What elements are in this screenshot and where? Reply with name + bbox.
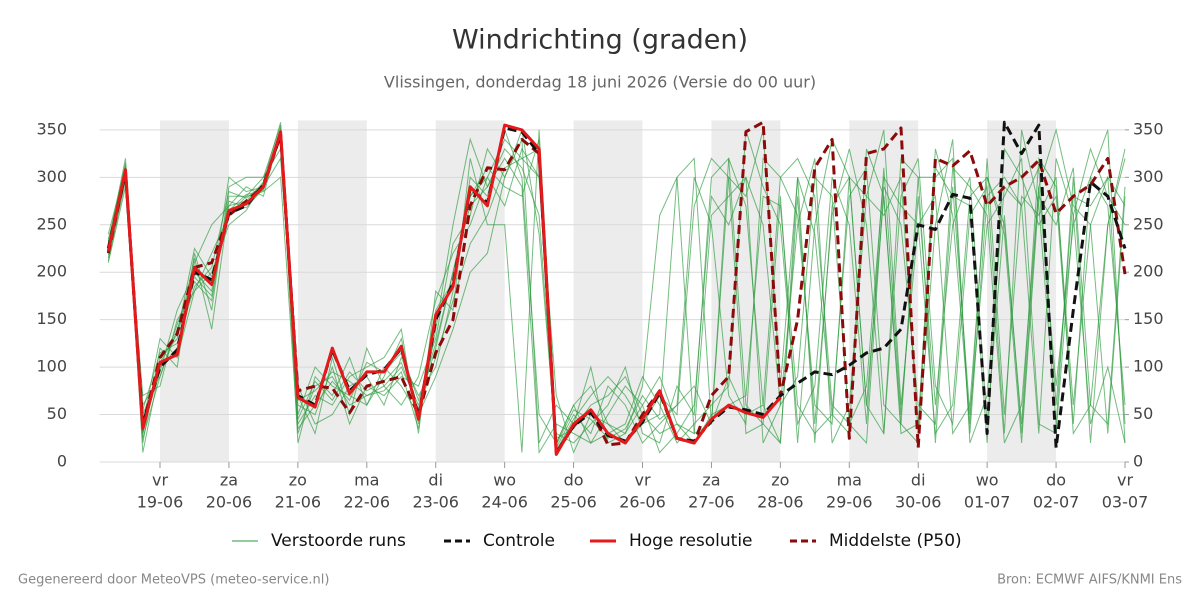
x-tick-label: vr bbox=[634, 471, 650, 490]
x-tick-label: do bbox=[1046, 471, 1066, 490]
x-tick-date: 27-06 bbox=[688, 493, 735, 512]
y-tick-label: 0 bbox=[57, 452, 67, 471]
series-line bbox=[106, 123, 782, 456]
x-tick-label: ma bbox=[837, 471, 862, 490]
x-tick-label: zo bbox=[289, 471, 307, 490]
legend-label: Controle bbox=[483, 531, 555, 551]
footer-right: Bron: ECMWF AIFS/KNMI Ens bbox=[997, 573, 1182, 588]
x-tick-date: 29-06 bbox=[826, 493, 873, 512]
footer-left: Gegenereerd door MeteoVPS (meteo-service… bbox=[18, 573, 329, 588]
plot-lines bbox=[106, 120, 1127, 456]
x-tick-label: za bbox=[220, 471, 238, 490]
y-tick-label: 100 bbox=[36, 357, 67, 376]
y-tick-label: 200 bbox=[36, 262, 67, 281]
x-tick-date: 25-06 bbox=[550, 493, 597, 512]
x-tick-label: di bbox=[911, 471, 926, 490]
x-tick-date: 20-06 bbox=[206, 493, 253, 512]
legend-label: Hoge resolutie bbox=[629, 531, 753, 551]
series-line bbox=[106, 120, 1127, 454]
chart-subtitle: Vlissingen, donderdag 18 juni 2026 (Vers… bbox=[384, 73, 816, 92]
x-tick-label: zo bbox=[771, 471, 789, 490]
x-tick-label: wo bbox=[493, 471, 516, 490]
legend-label: Verstoorde runs bbox=[271, 531, 406, 551]
x-tick-label: wo bbox=[976, 471, 999, 490]
y-tick-label: 300 bbox=[36, 167, 67, 186]
x-tick-date: 19-06 bbox=[137, 493, 184, 512]
y2-tick-label: 300 bbox=[1133, 167, 1164, 186]
y2-tick-label: 250 bbox=[1133, 214, 1164, 233]
ensemble-line bbox=[107, 122, 1126, 455]
y-tick-label: 250 bbox=[36, 214, 67, 233]
x-tick-date: 22-06 bbox=[344, 493, 391, 512]
y-tick-label: 150 bbox=[36, 309, 67, 328]
x-tick-label: vr bbox=[152, 471, 168, 490]
day-shade bbox=[573, 120, 643, 463]
y2-tick-label: 50 bbox=[1133, 404, 1153, 423]
x-tick-date: 21-06 bbox=[275, 493, 322, 512]
x-tick-date: 26-06 bbox=[619, 493, 666, 512]
x-tick-date: 30-06 bbox=[895, 493, 942, 512]
y2-tick-label: 150 bbox=[1133, 309, 1164, 328]
x-tick-date: 01-07 bbox=[964, 493, 1011, 512]
legend-label: Middelste (P50) bbox=[829, 531, 962, 551]
x-tick-date: 02-07 bbox=[1033, 493, 1080, 512]
x-tick-label: do bbox=[564, 471, 584, 490]
x-tick-date: 28-06 bbox=[757, 493, 804, 512]
y2-tick-label: 0 bbox=[1133, 452, 1143, 471]
y2-tick-label: 200 bbox=[1133, 262, 1164, 281]
y2-tick-label: 350 bbox=[1133, 119, 1164, 138]
y2-tick-label: 100 bbox=[1133, 357, 1164, 376]
x-tick-label: di bbox=[428, 471, 443, 490]
x-tick-date: 03-07 bbox=[1102, 493, 1149, 512]
x-tick-date: 24-06 bbox=[481, 493, 528, 512]
chart-title: Windrichting (graden) bbox=[452, 25, 748, 56]
x-tick-label: za bbox=[702, 471, 720, 490]
x-tick-label: ma bbox=[354, 471, 379, 490]
y-tick-label: 50 bbox=[47, 404, 67, 423]
x-tick-date: 23-06 bbox=[412, 493, 459, 512]
x-tick-label: vr bbox=[1117, 471, 1133, 490]
y-tick-label: 350 bbox=[36, 119, 67, 138]
